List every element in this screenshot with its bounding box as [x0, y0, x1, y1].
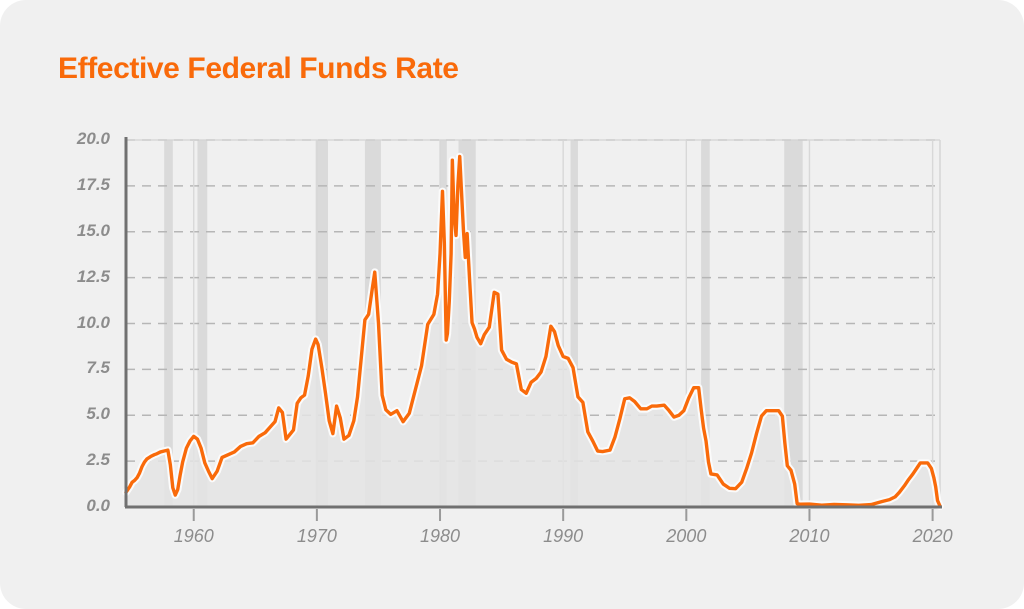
- x-tick-label: 2000: [666, 526, 707, 546]
- x-tick-label: 1980: [419, 526, 461, 546]
- x-tick-label: 1960: [173, 526, 214, 546]
- y-tick-label: 10.0: [76, 312, 110, 332]
- y-tick-label: 2.5: [86, 450, 110, 470]
- axis-ticks: [192, 509, 934, 521]
- series-line: [122, 152, 944, 510]
- axis-lines: [124, 137, 942, 509]
- y-tick-label: 7.5: [86, 358, 110, 378]
- y-tick-label: 17.5: [76, 174, 110, 194]
- x-tick-label: 2010: [789, 526, 830, 546]
- x-tick-label: 1990: [543, 526, 584, 546]
- page-title: Effective Federal Funds Rate: [58, 52, 459, 85]
- x-tick-label: 1970: [296, 526, 337, 546]
- x-tick-label: 2020: [912, 526, 953, 546]
- y-tick-label: 0.0: [86, 496, 110, 515]
- series-area-fill: [126, 156, 940, 507]
- y-tick-label: 20.0: [76, 129, 110, 148]
- y-tick-label: 12.5: [76, 266, 110, 286]
- y-tick-label: 5.0: [86, 404, 110, 424]
- y-tick-label: 15.0: [76, 220, 110, 240]
